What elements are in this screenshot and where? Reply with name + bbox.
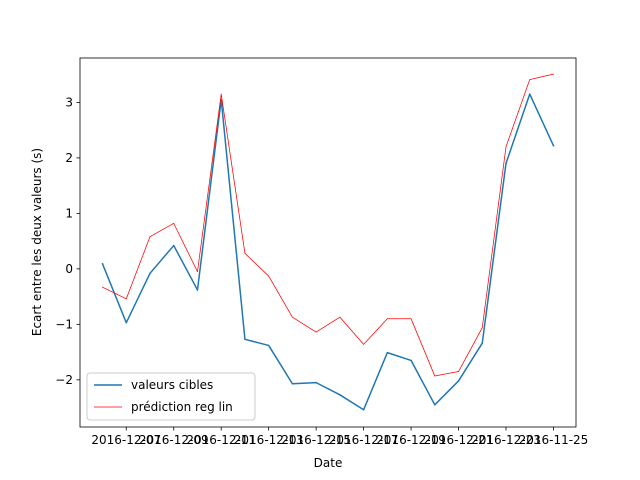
series-1-point — [172, 244, 175, 247]
series-2-point — [125, 298, 127, 300]
series-2-point — [386, 318, 388, 320]
series-1-point — [315, 381, 317, 384]
legend-label: prédiction reg lin — [131, 400, 233, 414]
series-2-point — [149, 236, 151, 238]
series-1-point — [410, 359, 412, 362]
series-1-point — [339, 394, 341, 396]
series-line-2 — [102, 73, 554, 377]
y-axis-ticks: −2 −1 0 1 2 3 — [55, 95, 80, 387]
x-axis-label: Date — [314, 456, 343, 470]
series-2-point — [529, 79, 531, 81]
series-2-point — [410, 318, 412, 320]
series-2-point — [197, 271, 198, 273]
series-2-point — [315, 331, 317, 333]
y-axis-label: Ecart entre les deux valeurs (s) — [30, 148, 44, 336]
y-tick-label: −2 — [55, 373, 73, 387]
x-tick-label: 2016-12-21 — [424, 433, 494, 447]
x-tick-label: 2016-12-09 — [139, 433, 209, 447]
series-1-point — [291, 382, 294, 385]
x-tick-label: 2016-12-13 — [234, 433, 304, 447]
legend: valeurs cibles prédiction reg lin — [86, 372, 256, 421]
x-tick-label: 2016-11-25 — [519, 433, 589, 447]
series-1-point — [386, 351, 389, 354]
x-axis-ticks: 2016-12-072016-12-092016-12-112016-12-13… — [91, 427, 588, 447]
y-tick-label: 1 — [65, 206, 73, 220]
x-tick-label: 2016-12-17 — [329, 433, 399, 447]
series-line-1 — [101, 93, 555, 411]
series-1-point — [125, 321, 128, 324]
series-2-point — [268, 275, 270, 277]
series-1-point — [362, 409, 365, 411]
series-1-point — [149, 272, 151, 275]
series-2-point — [505, 146, 507, 148]
series-2-point — [244, 252, 246, 254]
plot-frame — [79, 57, 577, 428]
x-tick-label: 2016-12-23 — [471, 433, 541, 447]
series-2-point — [434, 375, 436, 377]
series-1-point — [267, 344, 270, 347]
series-1-point — [244, 338, 246, 341]
y-tick-label: 0 — [65, 262, 73, 276]
series-2-point — [553, 73, 554, 75]
series-1-point — [196, 289, 199, 291]
series-2-point — [363, 343, 364, 345]
series-1-point — [481, 342, 484, 344]
series-1-point — [101, 263, 104, 265]
y-tick-label: 2 — [65, 151, 73, 165]
series-2-point — [173, 222, 175, 224]
series-layer — [101, 73, 555, 411]
series-2-point — [481, 327, 483, 329]
x-tick-label: 2016-12-11 — [186, 433, 256, 447]
series-1-point — [434, 404, 436, 406]
x-tick-label: 2016-12-19 — [376, 433, 446, 447]
series-1-point — [528, 93, 531, 95]
series-2-point — [292, 316, 293, 318]
y-tick-label: −1 — [55, 317, 73, 331]
series-2-point — [220, 93, 222, 95]
series-1-point — [552, 144, 555, 147]
x-tick-label: 2016-12-15 — [281, 433, 351, 447]
legend-box — [86, 372, 256, 421]
series-2-point — [458, 371, 459, 372]
series-2-point — [339, 316, 341, 318]
x-tick-label: 2016-12-07 — [91, 433, 161, 447]
y-tick-label: 3 — [65, 95, 73, 109]
series-1-point — [505, 162, 507, 165]
series-1-point — [457, 380, 460, 382]
series-2-point — [102, 286, 103, 288]
legend-label: valeurs cibles — [131, 378, 213, 392]
